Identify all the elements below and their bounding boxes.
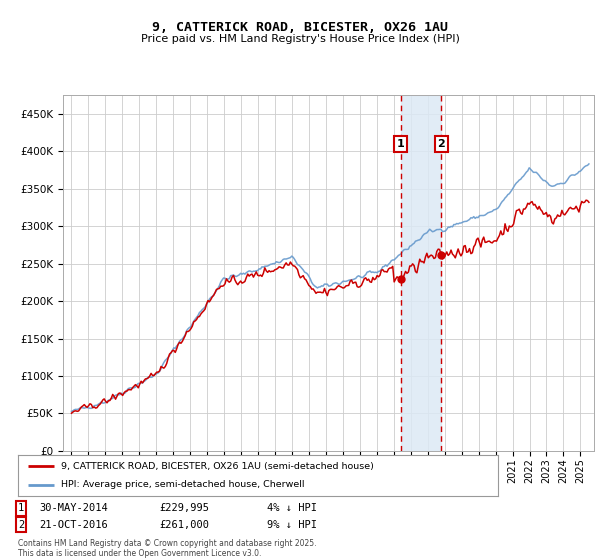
Text: 1: 1	[397, 139, 404, 149]
Text: 1: 1	[18, 503, 24, 514]
Text: 30-MAY-2014: 30-MAY-2014	[39, 503, 108, 514]
Text: 21-OCT-2016: 21-OCT-2016	[39, 520, 108, 530]
Text: 9% ↓ HPI: 9% ↓ HPI	[267, 520, 317, 530]
Text: 9, CATTERICK ROAD, BICESTER, OX26 1AU: 9, CATTERICK ROAD, BICESTER, OX26 1AU	[152, 21, 448, 34]
Text: 2: 2	[437, 139, 445, 149]
Text: 4% ↓ HPI: 4% ↓ HPI	[267, 503, 317, 514]
Text: 9, CATTERICK ROAD, BICESTER, OX26 1AU (semi-detached house): 9, CATTERICK ROAD, BICESTER, OX26 1AU (s…	[61, 461, 374, 470]
Text: HPI: Average price, semi-detached house, Cherwell: HPI: Average price, semi-detached house,…	[61, 480, 305, 489]
Text: Price paid vs. HM Land Registry's House Price Index (HPI): Price paid vs. HM Land Registry's House …	[140, 34, 460, 44]
Text: £261,000: £261,000	[159, 520, 209, 530]
Bar	[401, 95, 442, 451]
Text: £229,995: £229,995	[159, 503, 209, 514]
Text: 2: 2	[18, 520, 24, 530]
Text: Contains HM Land Registry data © Crown copyright and database right 2025.
This d: Contains HM Land Registry data © Crown c…	[18, 539, 317, 558]
